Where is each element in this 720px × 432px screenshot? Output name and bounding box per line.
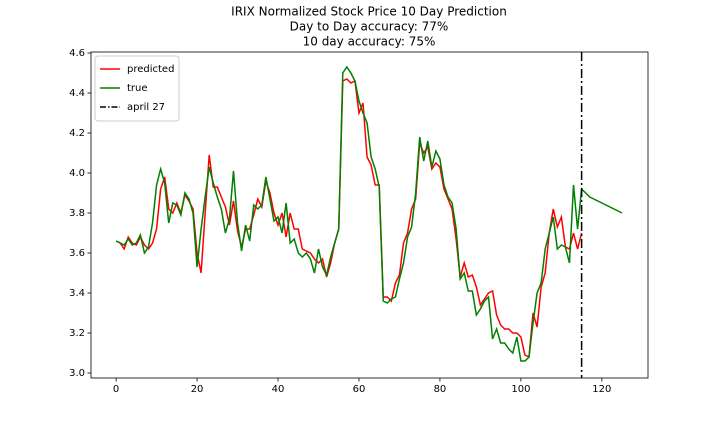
legend: predicted true april 27	[94, 55, 180, 122]
y-tick-label: 3.2	[69, 328, 85, 339]
x-tick-label: 120	[592, 384, 611, 395]
legend-box	[94, 55, 180, 122]
legend-label: april 27	[127, 102, 165, 113]
y-tick-label: 3.8	[69, 208, 85, 219]
y-tick-label: 4.2	[69, 128, 85, 139]
y-tick-label: 3.0	[69, 368, 85, 379]
y-tick-label: 3.6	[69, 248, 85, 259]
x-tick-label: 20	[191, 384, 204, 395]
chart-subtitle: Day to Day accuracy: 77%	[290, 20, 449, 34]
legend-label: true	[127, 83, 148, 94]
x-tick-label: 80	[434, 384, 447, 395]
series-line	[115, 65, 623, 362]
chart-title: IRIX Normalized Stock Price 10 Day Predi…	[231, 5, 507, 19]
x-tick-label: 100	[511, 384, 530, 395]
chart-subtitle: 10 day accuracy: 75%	[303, 35, 436, 49]
series-line	[115, 78, 583, 359]
y-tick-label: 4.0	[69, 168, 85, 179]
y-tick-label: 4.6	[69, 48, 85, 59]
legend-label: predicted	[127, 64, 174, 75]
y-tick-label: 4.4	[69, 88, 85, 99]
axes-frame	[90, 51, 649, 379]
x-tick-label: 40	[272, 384, 285, 395]
x-tick-label: 0	[113, 384, 119, 395]
x-tick-label: 60	[353, 384, 366, 395]
y-tick-label: 3.4	[69, 288, 85, 299]
